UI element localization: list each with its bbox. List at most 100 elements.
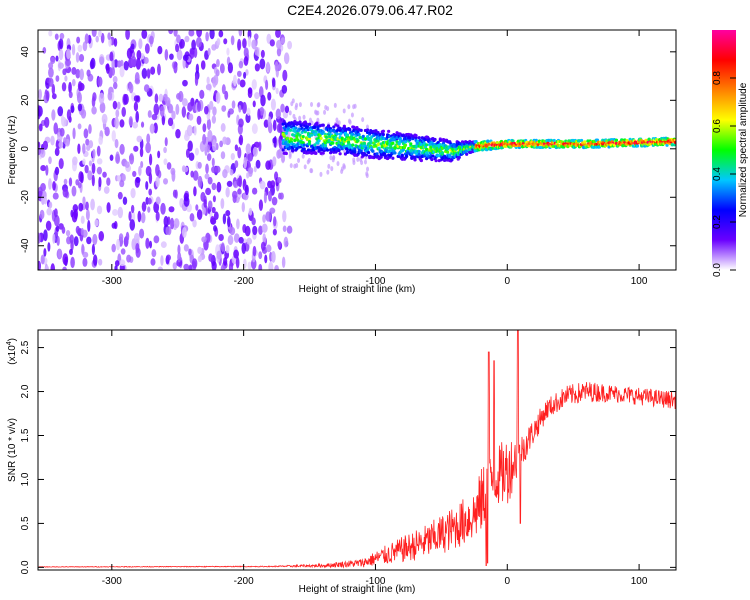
spectrogram-noise-cell <box>77 182 82 189</box>
spectrogram-noise-cell <box>99 102 106 114</box>
spectrogram-signal-cell <box>353 147 357 151</box>
spectrogram-signal-cell <box>376 131 380 135</box>
spectrogram-noise-cell <box>92 233 98 246</box>
spectrogram-noise-cell <box>257 108 261 121</box>
spectrogram-noise-cell <box>225 244 230 254</box>
spectrogram-noise-cell <box>186 124 193 137</box>
spectrogram-noise-cell <box>117 191 123 200</box>
spectrogram-noise-cell <box>176 49 183 61</box>
spectrogram-noise-cell <box>202 206 206 215</box>
spectrogram-noise-cell <box>254 92 260 100</box>
spectrogram-noise-cell <box>218 233 224 242</box>
spectrogram-noise-cell <box>361 117 365 123</box>
spectrogram-noise-cell <box>107 32 111 41</box>
spectrogram-noise-cell <box>191 39 196 51</box>
spectrogram-noise-cell <box>145 237 150 249</box>
spectrogram-noise-cell <box>90 198 95 211</box>
spectrogram-noise-cell <box>50 135 55 146</box>
spectrogram-noise-cell <box>160 241 167 249</box>
spectrogram-noise-cell <box>262 214 266 223</box>
spectrogram-noise-cell <box>221 84 226 95</box>
spectrogram-noise-cell <box>173 30 178 37</box>
spectrogram-noise-cell <box>216 38 221 46</box>
spectrogram-noise-cell <box>161 115 166 126</box>
spectrogram-noise-cell <box>200 60 206 70</box>
spectrogram-signal-cell <box>393 151 397 155</box>
spectrogram-noise-cell <box>243 47 249 58</box>
spectrogram-noise-cell <box>253 165 257 173</box>
snr-panel: -300 -200 -100 0 100 0.0 0.5 1.0 1.5 2.0 2.5 Heig… <box>6 329 677 595</box>
spectrogram-noise-cell <box>171 170 176 182</box>
spectrogram-noise-cell <box>251 123 258 135</box>
spectrogram-noise-cell <box>57 248 63 259</box>
spectrogram-noise-cell <box>71 185 77 197</box>
spectrogram-noise-cell <box>237 146 242 159</box>
spectrogram-signal-cell <box>332 125 336 129</box>
spectrogram-noise-cell <box>221 105 227 112</box>
spectrogram-noise-cell <box>55 225 60 232</box>
spectrogram-noise-cell <box>238 134 244 146</box>
spectrogram-noise-cell <box>251 217 256 226</box>
spectrogram-noise-cell <box>253 33 259 40</box>
spectrogram-noise-cell <box>139 147 144 158</box>
spectrogram-signal-cell <box>319 136 323 140</box>
spectrogram-noise-cell <box>259 180 266 190</box>
spectrogram-noise-cell <box>246 172 250 179</box>
spectrogram-noise-cell <box>252 100 256 108</box>
spectrogram-signal-cell <box>362 141 366 145</box>
spectrogram-noise-cell <box>205 187 212 196</box>
x-tick-label: 100 <box>631 576 648 587</box>
spectrogram-noise-cell <box>170 217 175 230</box>
spectrogram-noise-cell <box>220 123 226 132</box>
spectrogram-noise-cell <box>244 225 251 237</box>
spectrogram-noise-cell <box>187 140 193 152</box>
spectrogram-noise-cell <box>336 161 340 167</box>
spectrogram-noise-cell <box>106 177 111 186</box>
spectrogram-noise-cell <box>111 67 115 76</box>
spectrogram-noise-cell <box>140 121 145 128</box>
spectrogram-noise-cell <box>94 219 99 227</box>
spectrogram-noise-cell <box>128 116 133 127</box>
spectrogram-noise-cell <box>275 30 281 38</box>
spectrogram-noise-cell <box>116 175 121 182</box>
spectrogram-noise-cell <box>207 47 211 56</box>
spectrogram-noise-cell <box>233 249 239 259</box>
spectrogram-noise-cell <box>111 58 116 71</box>
spectrogram-noise-cell <box>73 236 79 247</box>
spectrogram-noise-cell <box>298 102 302 108</box>
spectrogram-noise-cell <box>254 63 260 72</box>
spectrogram-noise-cell <box>63 178 68 185</box>
spectrogram-noise-cell <box>153 103 160 116</box>
spectrogram-noise-cell <box>241 202 245 213</box>
spectrogram-noise-cell <box>251 187 258 195</box>
spectrogram-signal-cell <box>414 134 418 138</box>
spectrogram-noise-cell <box>121 106 126 117</box>
spectrogram-signal-cell <box>307 140 312 144</box>
spectrogram-signal-cell <box>381 129 385 133</box>
spectrogram-noise-cell <box>98 176 102 188</box>
colorbar: 0.0 0.2 0.4 0.6 0.8 Normalized spectral ampl… <box>712 30 749 277</box>
spectrogram-noise-cell <box>352 157 356 163</box>
spectrogram-signal-cell <box>307 142 312 146</box>
spectrogram-noise-cell <box>91 243 95 256</box>
spectrogram-noise-cell <box>48 178 52 190</box>
spectrogram-noise-cell <box>98 258 103 266</box>
spectrogram-signal-cell <box>307 122 312 126</box>
spectrogram-signal-cell <box>378 133 382 137</box>
spectrogram-noise-cell <box>40 183 46 192</box>
colorbar-tick-label: 0.4 <box>712 167 723 181</box>
spectrogram-signal-cell <box>302 143 306 147</box>
spectrogram-noise-cell <box>177 251 182 263</box>
spectrogram-noise-cell <box>166 162 172 170</box>
spectrogram-noise-cell <box>48 67 54 78</box>
spectrogram-noise-cell <box>176 259 183 267</box>
spectrogram-noise-cell <box>91 30 97 38</box>
spectrogram-noise-cell <box>205 163 209 174</box>
spectrogram-noise-cell <box>238 104 242 113</box>
spectrogram-noise-cell <box>283 236 289 248</box>
spectrogram-noise-cell <box>160 255 164 266</box>
spectrogram-noise-cell <box>136 135 143 143</box>
spectrogram-signal-cell <box>417 152 421 157</box>
spectrogram-signal-cell <box>480 148 485 152</box>
spectrogram-noise-cell <box>85 209 90 221</box>
